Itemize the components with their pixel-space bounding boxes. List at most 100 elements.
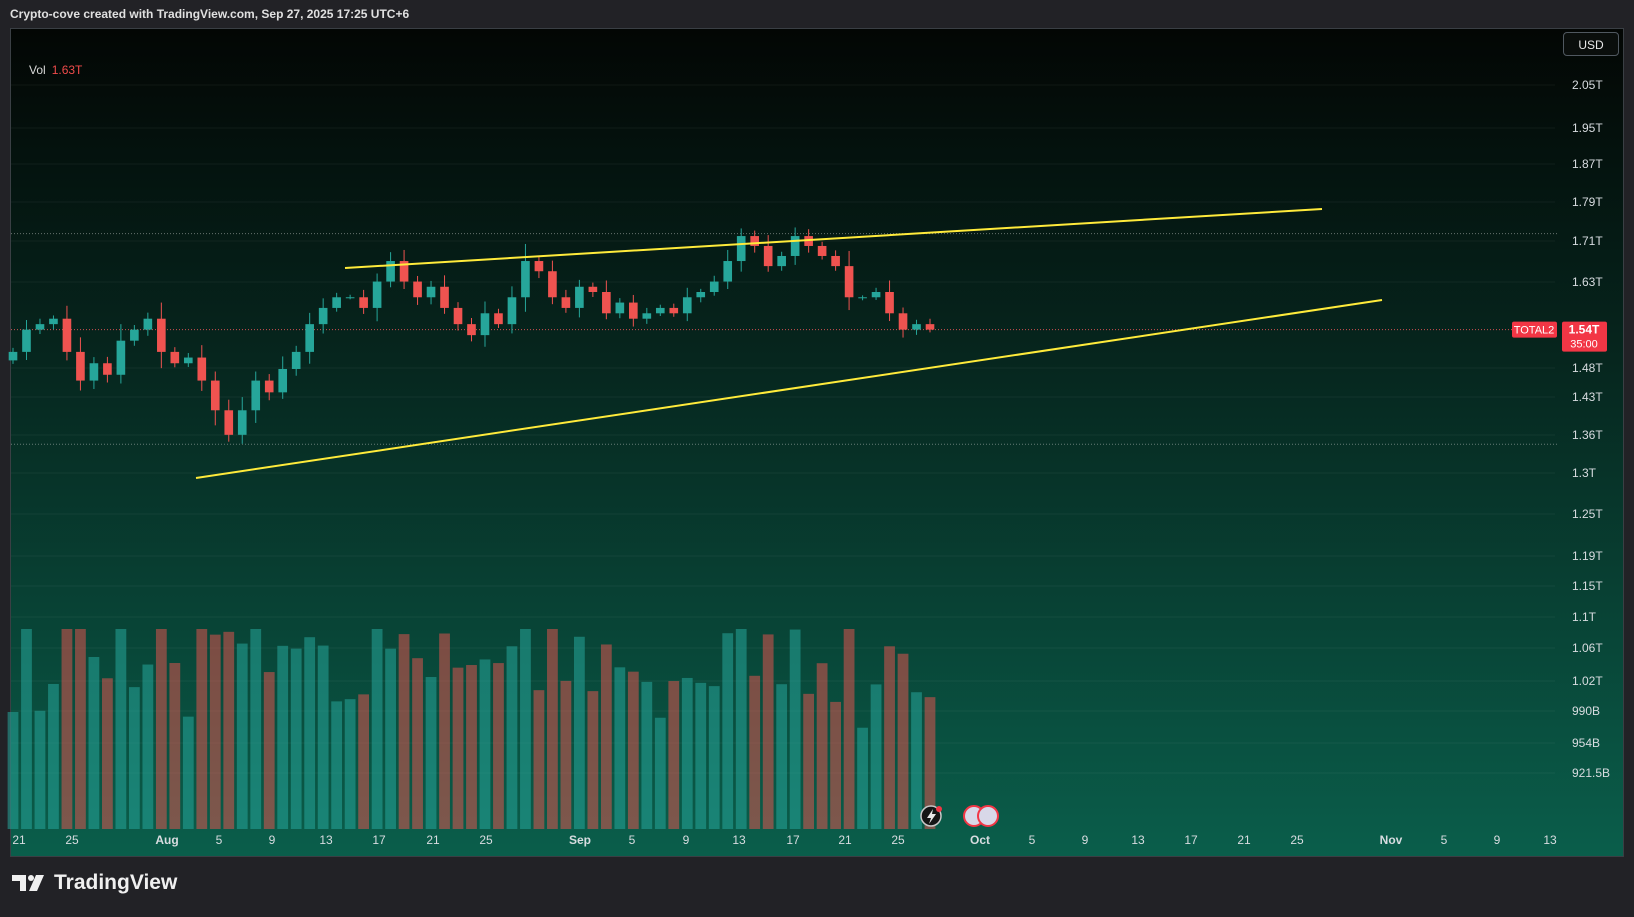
volume-bar bbox=[520, 629, 531, 829]
candle-body bbox=[629, 302, 638, 319]
candle-body bbox=[642, 313, 652, 319]
candle-body bbox=[925, 324, 935, 330]
candle-body bbox=[655, 307, 665, 314]
volume-bar bbox=[439, 633, 450, 829]
candle-body bbox=[669, 307, 679, 314]
us-flag-icon bbox=[977, 805, 999, 827]
candle-body bbox=[62, 318, 72, 352]
time-axis-tick: 21 bbox=[1237, 833, 1251, 847]
volume-bar bbox=[803, 693, 815, 829]
candle-body bbox=[305, 324, 314, 352]
candle-body bbox=[440, 286, 449, 308]
volume-bar bbox=[870, 684, 882, 829]
time-axis-tick: 13 bbox=[732, 833, 746, 847]
volume-bar bbox=[735, 629, 747, 829]
candle-body bbox=[372, 281, 382, 308]
candle-body bbox=[507, 297, 517, 325]
volume-bar bbox=[533, 690, 545, 829]
price-axis-tick: 1.06T bbox=[1572, 641, 1603, 655]
volume-bar bbox=[169, 663, 181, 829]
time-axis-tick: 9 bbox=[269, 833, 276, 847]
countdown-label: 35:00 bbox=[1570, 339, 1598, 351]
tradingview-brand[interactable]: TradingView bbox=[12, 871, 177, 895]
volume-bar bbox=[547, 629, 558, 829]
volume-bar bbox=[331, 701, 343, 829]
volume-bar bbox=[250, 629, 262, 829]
volume-bar bbox=[843, 629, 855, 829]
currency-button[interactable]: USD bbox=[1563, 32, 1619, 56]
candle-body bbox=[183, 357, 193, 364]
candle-body bbox=[467, 324, 476, 336]
price-axis-tick: 990B bbox=[1572, 704, 1600, 718]
price-axis-tick: 1.71T bbox=[1572, 234, 1603, 248]
price-axis-tick: 1.25T bbox=[1572, 507, 1603, 521]
price-tag-bg bbox=[1562, 321, 1607, 352]
price-axis-tick: 1.15T bbox=[1572, 579, 1603, 593]
volume-bar bbox=[263, 672, 275, 829]
candle-body bbox=[399, 261, 409, 282]
volume-bar bbox=[385, 648, 396, 829]
candle-body bbox=[750, 236, 760, 246]
price-axis-tick: 2.05T bbox=[1572, 78, 1603, 92]
volume-bar bbox=[654, 717, 666, 829]
volume-bar bbox=[358, 694, 370, 829]
time-axis-tick: 17 bbox=[1184, 833, 1198, 847]
volume-bar bbox=[466, 665, 477, 829]
volume-bar bbox=[115, 629, 127, 829]
time-axis-tick: 13 bbox=[1543, 833, 1557, 847]
candle-body bbox=[332, 297, 341, 308]
volume-bar bbox=[48, 683, 59, 829]
price-axis-tick: 1.63T bbox=[1572, 275, 1603, 289]
candle-body bbox=[413, 281, 422, 298]
candle-body bbox=[8, 351, 18, 361]
volume-bar bbox=[75, 629, 86, 829]
candle-body bbox=[898, 313, 908, 330]
candle-body bbox=[386, 261, 395, 282]
candle-body bbox=[575, 286, 584, 308]
price-axis-tick: 921.5B bbox=[1572, 766, 1610, 780]
candle-body bbox=[763, 245, 773, 267]
volume-bar bbox=[398, 634, 410, 829]
time-axis-tick: 25 bbox=[891, 833, 905, 847]
candle-body bbox=[534, 261, 544, 272]
volume-bar bbox=[479, 659, 491, 829]
volume-bar bbox=[21, 629, 32, 829]
candle-body bbox=[170, 351, 180, 364]
lightning-icon-glyph bbox=[927, 809, 936, 824]
time-axis-tick: 25 bbox=[65, 833, 79, 847]
volume-bar bbox=[236, 643, 248, 829]
candle-body bbox=[359, 297, 368, 308]
volume-bar bbox=[425, 677, 437, 829]
time-axis-tick: 5 bbox=[1029, 833, 1036, 847]
volume-bar bbox=[34, 710, 46, 829]
candle-body bbox=[291, 351, 301, 369]
volume-value: 1.63T bbox=[51, 63, 83, 77]
volume-bar bbox=[789, 629, 801, 829]
time-axis-tick: Sep bbox=[569, 833, 591, 847]
time-axis-tick: 5 bbox=[216, 833, 223, 847]
volume-bar bbox=[722, 633, 734, 829]
footer-bar: TradingView bbox=[0, 857, 1634, 917]
volume-bar bbox=[668, 681, 680, 829]
candle-body bbox=[912, 324, 921, 330]
candle-body bbox=[197, 357, 207, 381]
price-axis-tick: 1.43T bbox=[1572, 390, 1603, 404]
volume-bar bbox=[128, 687, 140, 829]
candle-body bbox=[22, 329, 31, 352]
price-axis-tick: 1.19T bbox=[1572, 549, 1603, 563]
time-axis-tick: 9 bbox=[683, 833, 690, 847]
volume-bar bbox=[155, 629, 167, 829]
time-axis-tick: 25 bbox=[1290, 833, 1304, 847]
volume-bar bbox=[344, 699, 356, 829]
time-axis-tick: 25 bbox=[479, 833, 493, 847]
price-axis-tick: 1.79T bbox=[1572, 195, 1603, 209]
volume-bar bbox=[614, 667, 626, 829]
candle-body bbox=[89, 363, 99, 381]
volume-bar bbox=[897, 653, 909, 829]
symbol-tag-bg bbox=[1512, 321, 1557, 338]
time-axis-tick: 9 bbox=[1494, 833, 1501, 847]
current-price-label: 1.54T bbox=[1569, 323, 1600, 337]
symbol-tag: TOTAL2 bbox=[1514, 325, 1555, 337]
volume-bar bbox=[560, 680, 572, 829]
candle-body bbox=[494, 313, 503, 325]
